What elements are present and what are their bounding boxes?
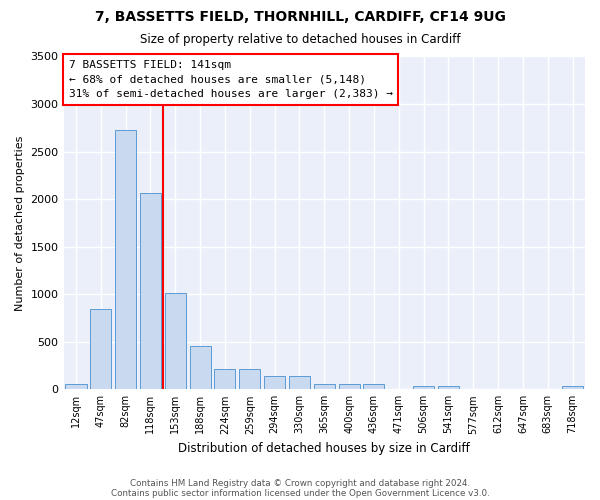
Bar: [65, 384, 86, 390]
Bar: [90, 310, 112, 390]
Text: Contains HM Land Registry data © Crown copyright and database right 2024.: Contains HM Land Registry data © Crown c…: [130, 478, 470, 488]
Bar: [364, 384, 385, 390]
Bar: [239, 369, 260, 390]
Y-axis label: Number of detached properties: Number of detached properties: [15, 135, 25, 310]
Bar: [140, 194, 161, 390]
Bar: [314, 384, 335, 390]
Text: 7 BASSETTS FIELD: 141sqm
← 68% of detached houses are smaller (5,148)
31% of sem: 7 BASSETTS FIELD: 141sqm ← 68% of detach…: [69, 60, 393, 100]
Text: Contains public sector information licensed under the Open Government Licence v3: Contains public sector information licen…: [110, 488, 490, 498]
Bar: [289, 376, 310, 390]
Text: 7, BASSETTS FIELD, THORNHILL, CARDIFF, CF14 9UG: 7, BASSETTS FIELD, THORNHILL, CARDIFF, C…: [95, 10, 505, 24]
Bar: [165, 293, 186, 390]
Bar: [438, 386, 459, 390]
Bar: [115, 130, 136, 390]
Bar: [190, 346, 211, 390]
Bar: [413, 386, 434, 390]
Bar: [338, 384, 359, 390]
Bar: [562, 386, 583, 390]
Text: Size of property relative to detached houses in Cardiff: Size of property relative to detached ho…: [140, 32, 460, 46]
Bar: [214, 369, 235, 390]
Bar: [264, 376, 285, 390]
X-axis label: Distribution of detached houses by size in Cardiff: Distribution of detached houses by size …: [178, 442, 470, 455]
